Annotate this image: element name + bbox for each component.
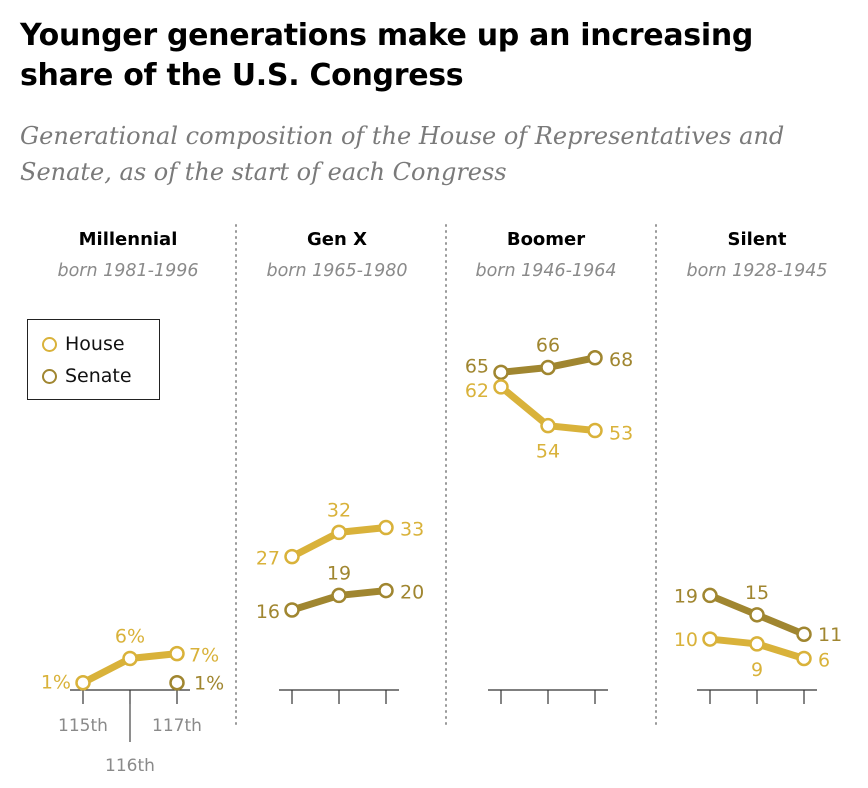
panel-subtitle-1: born 1965-1980 <box>266 261 407 281</box>
point-house <box>493 379 509 395</box>
panel-title-1: Gen X <box>307 229 367 250</box>
point-house <box>540 417 556 434</box>
data-label-house: 62 <box>465 380 489 402</box>
point-senate <box>749 607 765 623</box>
data-label-house: 10 <box>674 629 698 651</box>
point-senate <box>587 350 603 366</box>
panel-title-0: Millennial <box>79 229 178 250</box>
x-tick-label: 116th <box>105 756 155 776</box>
legend-senate-marker <box>42 368 57 384</box>
data-label-senate: 16 <box>256 601 280 623</box>
data-label-house: 7% <box>189 645 219 667</box>
data-label-senate: 1% <box>194 673 224 695</box>
point-house <box>378 519 394 536</box>
data-label-senate: 19 <box>327 562 351 584</box>
legend-senate-label: Senate <box>65 365 132 387</box>
point-house <box>749 636 765 652</box>
data-label-house: 54 <box>536 441 560 463</box>
point-senate <box>284 602 300 618</box>
point-house <box>331 524 347 541</box>
data-label-senate: 68 <box>609 349 633 371</box>
legend-item-senate: Senate <box>42 364 132 388</box>
point-senate <box>702 587 718 604</box>
legend-item-house: House <box>42 332 125 356</box>
data-label-house: 6% <box>115 625 145 647</box>
point-senate <box>540 359 556 376</box>
panel-subtitle-3: born 1928-1945 <box>686 261 827 281</box>
data-label-house: 53 <box>609 423 633 445</box>
data-label-house: 9 <box>751 659 763 681</box>
data-label-house: 6 <box>818 649 830 671</box>
panel-subtitle-0: born 1981-1996 <box>57 261 198 281</box>
data-label-senate: 65 <box>465 355 489 377</box>
point-house <box>75 674 91 691</box>
point-house <box>169 645 185 662</box>
chart-subtitle: Generational composition of the House of… <box>20 122 785 186</box>
point-senate <box>331 587 347 604</box>
point-senate <box>493 364 509 381</box>
panel-title-2: Boomer <box>507 229 585 250</box>
point-senate <box>169 674 185 691</box>
panel-subtitle-2: born 1946-1964 <box>475 261 616 281</box>
data-label-senate: 20 <box>400 582 424 604</box>
data-label-house: 33 <box>400 519 424 541</box>
data-label-senate: 11 <box>818 624 842 646</box>
data-label-senate: 66 <box>536 334 560 356</box>
legend-house-marker <box>42 336 57 352</box>
legend: House Senate <box>27 319 160 400</box>
x-tick-label: 115th <box>58 716 108 736</box>
x-tick-label: 117th <box>152 716 202 736</box>
chart-title: Younger generations make up an increasin… <box>20 18 754 93</box>
point-house <box>587 422 603 439</box>
data-label-senate: 15 <box>745 582 769 604</box>
data-label-senate: 19 <box>674 585 698 607</box>
point-house <box>796 650 812 667</box>
point-house <box>122 650 138 667</box>
data-label-house: 27 <box>256 548 280 570</box>
panel-title-3: Silent <box>728 229 787 250</box>
legend-house-label: House <box>65 333 125 355</box>
point-house <box>284 548 300 565</box>
data-label-house: 1% <box>41 672 71 694</box>
point-house <box>702 631 718 647</box>
point-senate <box>378 582 394 599</box>
data-label-house: 32 <box>327 499 351 521</box>
point-senate <box>796 626 812 642</box>
